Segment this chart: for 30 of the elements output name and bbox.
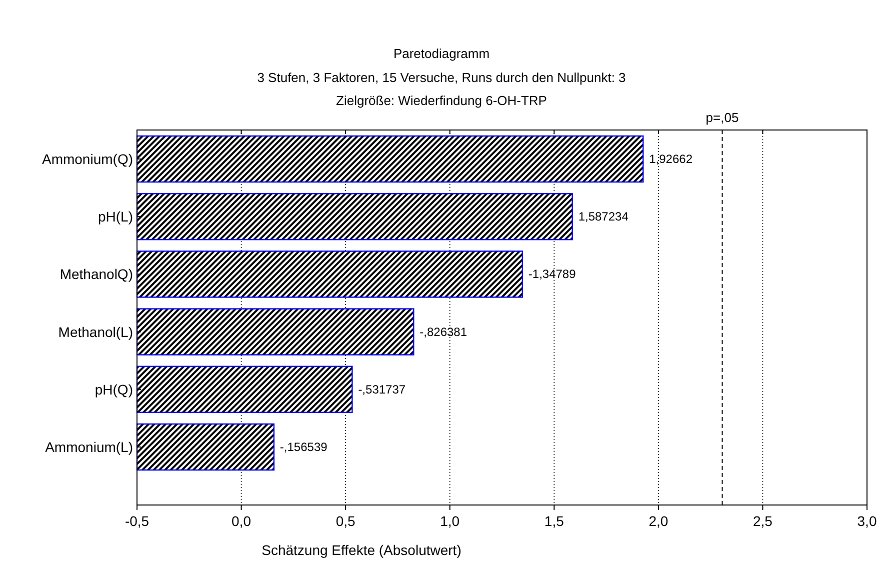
y-tick-label: Ammonium(Q)	[42, 151, 133, 167]
y-tick-label: Ammonium(L)	[45, 439, 133, 455]
x-tick-label: 3,0	[857, 513, 877, 529]
chart-title: Paretodiagramm	[393, 46, 490, 61]
annotation: -,531737	[358, 382, 406, 396]
x-axis-title: Schätzung Effekte (Absolutwert)	[262, 542, 462, 558]
bar	[136, 308, 414, 356]
annotation: 1,92662	[649, 152, 693, 166]
annotation: 1,587234	[578, 210, 629, 224]
annotation: -1,34789	[528, 267, 576, 282]
bar	[136, 193, 573, 240]
y-tick-label: Methanol(L)	[58, 324, 133, 340]
y-tick-label: pH(Q)	[94, 381, 133, 398]
x-tick-label: 0,5	[336, 513, 356, 529]
x-tick-label: 2,5	[752, 513, 773, 529]
y-tick-label: MethanolQ)	[60, 266, 133, 282]
x-tick-label: -0,5	[124, 513, 150, 529]
x-tick-label: 0,0	[232, 513, 252, 529]
x-tick-label: 2,0	[648, 513, 668, 529]
annotation: -,826381	[420, 324, 468, 339]
bar	[136, 366, 353, 413]
x-tick-label: 1,5	[544, 513, 564, 529]
bar	[136, 423, 275, 471]
bar	[136, 250, 524, 298]
annotation: -,156539	[280, 440, 328, 454]
chart-subtitle: 3 Stufen, 3 Faktoren, 15 Versuche, Runs durch den Nullpunkt: 3 Zielgröße: Wiederfindung 6-OH-TRP	[257, 70, 626, 108]
bar	[136, 135, 644, 183]
x-tick-label: 1,0	[440, 513, 460, 529]
y-tick-label: pH(L)	[98, 208, 133, 225]
ref-line-label: p=,05	[706, 110, 739, 125]
